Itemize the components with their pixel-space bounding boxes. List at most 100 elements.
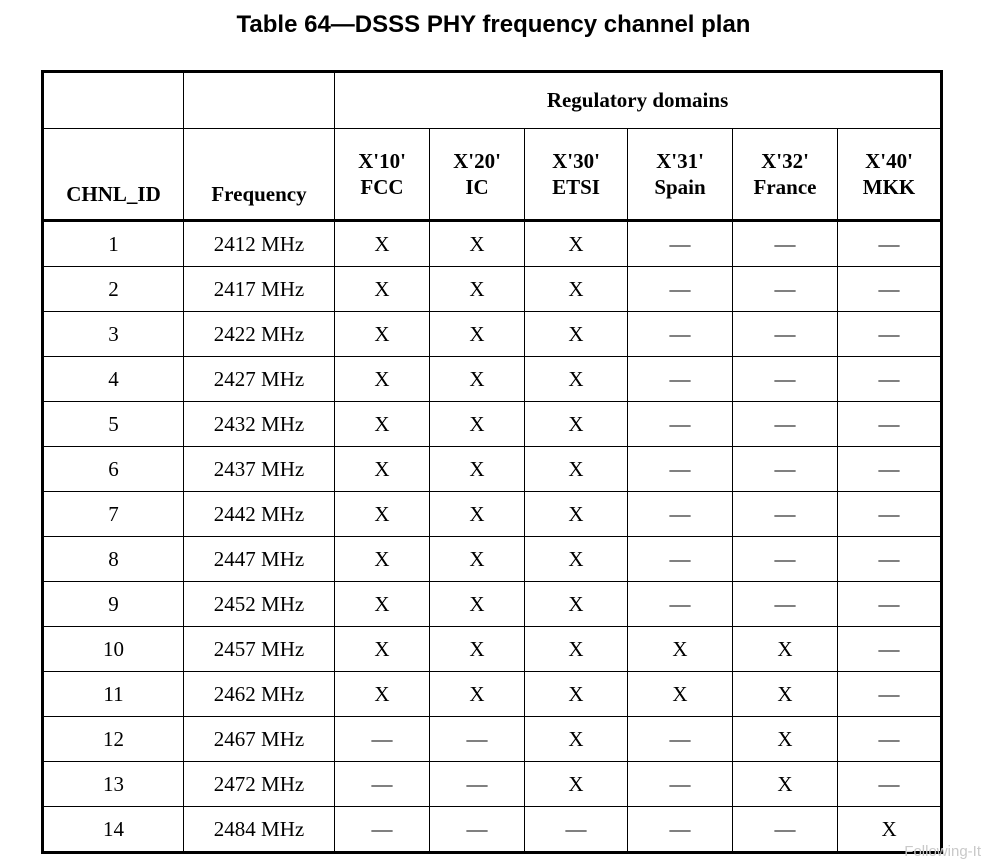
domain-cell: X (334, 626, 430, 672)
domain-cell: X (429, 446, 525, 492)
domain-cell: X (524, 671, 628, 717)
domain-cell: — (836, 356, 943, 402)
domain-cell: X (429, 536, 525, 582)
domain-cell: X (524, 266, 628, 312)
domain-cell: X (429, 581, 525, 627)
table-row: 10 2457 MHz X X X X X — (42, 626, 943, 672)
frequency-cell: 2417 MHz (183, 266, 335, 312)
domain-cell: — (334, 806, 430, 853)
domain-cell: — (524, 806, 628, 853)
domain-cell: — (732, 536, 838, 582)
domain-cell: — (836, 446, 943, 492)
domain-cell: — (836, 491, 943, 537)
domain-cell: X (524, 220, 628, 267)
header-row-columns: CHNL_ID Frequency X'10' FCC X'20' IC X'30'… (42, 128, 943, 222)
domain-cell: — (836, 581, 943, 627)
domain-header-fcc: X'10' FCC (334, 128, 430, 222)
domain-cell: — (627, 581, 733, 627)
domain-cell: — (732, 220, 838, 267)
domain-cell: — (732, 491, 838, 537)
domain-cell: — (836, 311, 943, 357)
chnl-id-cell: 1 (42, 220, 184, 267)
domain-cell: — (627, 491, 733, 537)
chnl-id-cell: 5 (42, 401, 184, 447)
table-row: 1 2412 MHz X X X — — — (42, 220, 943, 267)
header-empty-cell (183, 71, 335, 129)
frequency-cell: 2422 MHz (183, 311, 335, 357)
domain-cell: — (627, 536, 733, 582)
domain-cell: X (627, 626, 733, 672)
table-row: 5 2432 MHz X X X — — — (42, 401, 943, 447)
table-row: 2 2417 MHz X X X — — — (42, 266, 943, 312)
domain-cell: X (334, 581, 430, 627)
chnl-id-cell: 6 (42, 446, 184, 492)
table-row: 7 2442 MHz X X X — — — (42, 491, 943, 537)
table-row: 6 2437 MHz X X X — — — (42, 446, 943, 492)
domain-cell: — (334, 716, 430, 762)
chnl-id-cell: 9 (42, 581, 184, 627)
channel-plan-table: Regulatory domains CHNL_ID Frequency X'1… (41, 70, 944, 854)
domain-cell: — (836, 401, 943, 447)
domain-header-spain: X'31' Spain (627, 128, 733, 222)
frequency-cell: 2472 MHz (183, 761, 335, 807)
chnl-id-cell: 11 (42, 671, 184, 717)
domain-cell: X (429, 311, 525, 357)
domain-cell: — (429, 716, 525, 762)
domain-cell: X (429, 356, 525, 402)
domain-header-mkk: X'40' MKK (836, 128, 943, 222)
domain-cell: X (627, 671, 733, 717)
domain-cell: — (732, 806, 838, 853)
table-row: 9 2452 MHz X X X — — — (42, 581, 943, 627)
frequency-cell: 2484 MHz (183, 806, 335, 853)
domain-cell: X (836, 806, 943, 853)
domain-cell: — (627, 401, 733, 447)
domain-cell: X (524, 536, 628, 582)
domain-cell: — (732, 581, 838, 627)
domain-cell: — (836, 761, 943, 807)
chnl-id-cell: 2 (42, 266, 184, 312)
domain-cell: X (524, 491, 628, 537)
domain-cell: X (429, 671, 525, 717)
domain-cell: X (524, 356, 628, 402)
table-row: 8 2447 MHz X X X — — — (42, 536, 943, 582)
frequency-cell: 2467 MHz (183, 716, 335, 762)
frequency-cell: 2412 MHz (183, 220, 335, 267)
domain-cell: — (732, 401, 838, 447)
table-row: 14 2484 MHz — — — — — X (42, 806, 943, 853)
domain-cell: — (836, 671, 943, 717)
frequency-cell: 2462 MHz (183, 671, 335, 717)
domain-cell: X (524, 761, 628, 807)
domain-cell: — (732, 446, 838, 492)
domain-cell: — (836, 716, 943, 762)
domain-cell: — (732, 356, 838, 402)
domain-cell: X (732, 626, 838, 672)
domain-cell: X (334, 446, 430, 492)
domain-cell: — (627, 266, 733, 312)
domain-header-etsi: X'30' ETSI (524, 128, 628, 222)
domain-header-france: X'32' France (732, 128, 838, 222)
chnl-id-header: CHNL_ID (42, 128, 184, 222)
frequency-cell: 2432 MHz (183, 401, 335, 447)
domain-cell: — (836, 626, 943, 672)
domain-cell: X (429, 220, 525, 267)
domain-cell: — (627, 806, 733, 853)
domain-cell: — (627, 311, 733, 357)
domain-cell: X (524, 716, 628, 762)
chnl-id-cell: 10 (42, 626, 184, 672)
frequency-cell: 2437 MHz (183, 446, 335, 492)
domain-cell: — (836, 536, 943, 582)
header-row-group: Regulatory domains (42, 71, 943, 129)
domain-cell: X (524, 446, 628, 492)
domain-cell: X (334, 536, 430, 582)
chnl-id-cell: 12 (42, 716, 184, 762)
watermark: Following-It (904, 843, 981, 860)
domain-cell: X (334, 401, 430, 447)
table-row: 12 2467 MHz — — X — X — (42, 716, 943, 762)
frequency-cell: 2457 MHz (183, 626, 335, 672)
domain-cell: X (334, 220, 430, 267)
frequency-cell: 2427 MHz (183, 356, 335, 402)
domain-cell: X (334, 491, 430, 537)
chnl-id-cell: 13 (42, 761, 184, 807)
domain-cell: — (627, 716, 733, 762)
domain-cell: X (334, 311, 430, 357)
